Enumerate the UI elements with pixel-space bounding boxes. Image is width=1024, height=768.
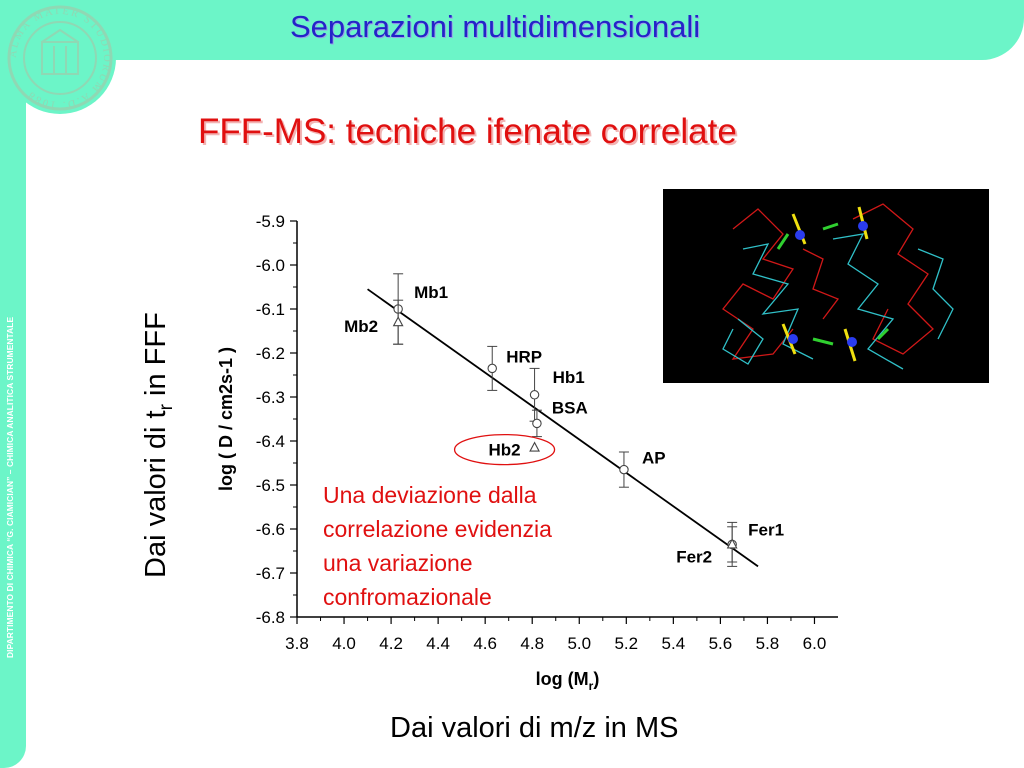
slide-title: FFF-MS: tecniche ifenate correlate bbox=[198, 112, 737, 151]
protein-structure-image bbox=[663, 189, 989, 383]
y-tick-label: -6.5 bbox=[256, 476, 285, 495]
highlight-ellipse bbox=[453, 433, 556, 466]
x-tick-label: 4.2 bbox=[379, 634, 403, 653]
note-line-3: una variazione bbox=[323, 550, 473, 576]
note-line-4: confromazionale bbox=[323, 584, 492, 610]
label-bsa: BSA bbox=[552, 398, 588, 417]
y-axis-label: log ( D / cm2s-1 ) bbox=[216, 347, 236, 491]
deviation-note: Una deviazione dalla correlazione eviden… bbox=[323, 478, 613, 614]
note-line-1: Una deviazione dalla bbox=[323, 482, 537, 508]
point-hb1 bbox=[529, 390, 540, 400]
x-tick-label: 5.8 bbox=[756, 634, 780, 653]
x-tick-label: 4.8 bbox=[520, 634, 544, 653]
label-mb2: Mb2 bbox=[344, 317, 378, 336]
sidebar-band bbox=[0, 0, 26, 768]
department-label: DIPARTIMENTO DI CHIMICA “G. CIAMICIAN” –… bbox=[5, 316, 15, 658]
point-bsa bbox=[532, 418, 542, 429]
x-tick-label: 4.0 bbox=[332, 634, 356, 653]
y-tick-label: -5.9 bbox=[256, 212, 285, 231]
point-hrp bbox=[487, 363, 497, 374]
y-tick-label: -6.7 bbox=[256, 564, 285, 583]
point-hb2 bbox=[529, 441, 540, 452]
regression-line bbox=[367, 288, 759, 568]
x-tick-label: 5.4 bbox=[662, 634, 686, 653]
label-mb1: Mb1 bbox=[414, 283, 448, 302]
note-line-2: correlazione evidenzia bbox=[323, 516, 552, 542]
header-band bbox=[0, 0, 1024, 60]
label-ap: AP bbox=[642, 449, 666, 468]
point-mb2 bbox=[392, 316, 404, 327]
y-tick-label: -6.6 bbox=[256, 520, 285, 539]
left-caption: Dai valori di tr in FFF bbox=[140, 312, 177, 578]
header-title: Separazioni multidimensionali bbox=[290, 9, 701, 44]
x-tick-label: 3.8 bbox=[285, 634, 309, 653]
point-fer2 bbox=[726, 538, 738, 549]
diffusion-chart: 3.8 4.0 4.2 4.4 4.6 4.8 5.0 5.2 5.4 5.6 5.8 6.0 -5.9… bbox=[216, 212, 838, 693]
y-tick-label: -6.2 bbox=[256, 344, 285, 363]
y-tick-label: -6.1 bbox=[256, 300, 285, 319]
y-tick-label: -6.8 bbox=[256, 608, 285, 627]
y-tick-label: -6.0 bbox=[256, 256, 285, 275]
label-fer2: Fer2 bbox=[676, 547, 712, 566]
label-hb1: Hb1 bbox=[553, 368, 585, 387]
y-tick-label: -6.3 bbox=[256, 388, 285, 407]
label-fer1: Fer1 bbox=[748, 520, 784, 539]
label-hrp: HRP bbox=[506, 347, 542, 366]
label-hb2: Hb2 bbox=[488, 441, 520, 460]
x-tick-label: 5.0 bbox=[567, 634, 591, 653]
x-tick-label: 6.0 bbox=[803, 634, 827, 653]
y-tick-label: -6.4 bbox=[256, 432, 285, 451]
x-tick-label: 5.6 bbox=[709, 634, 733, 653]
bottom-caption: Dai valori di m/z in MS bbox=[390, 712, 679, 744]
x-axis-label: log (Mr) bbox=[536, 669, 600, 693]
x-tick-label: 5.2 bbox=[614, 634, 638, 653]
x-tick-label: 4.6 bbox=[473, 634, 497, 653]
x-tick-label: 4.4 bbox=[426, 634, 450, 653]
university-seal-logo: ALMA MATER STUDIORUM A.D. 1088 bbox=[4, 2, 116, 114]
point-ap bbox=[619, 464, 629, 475]
